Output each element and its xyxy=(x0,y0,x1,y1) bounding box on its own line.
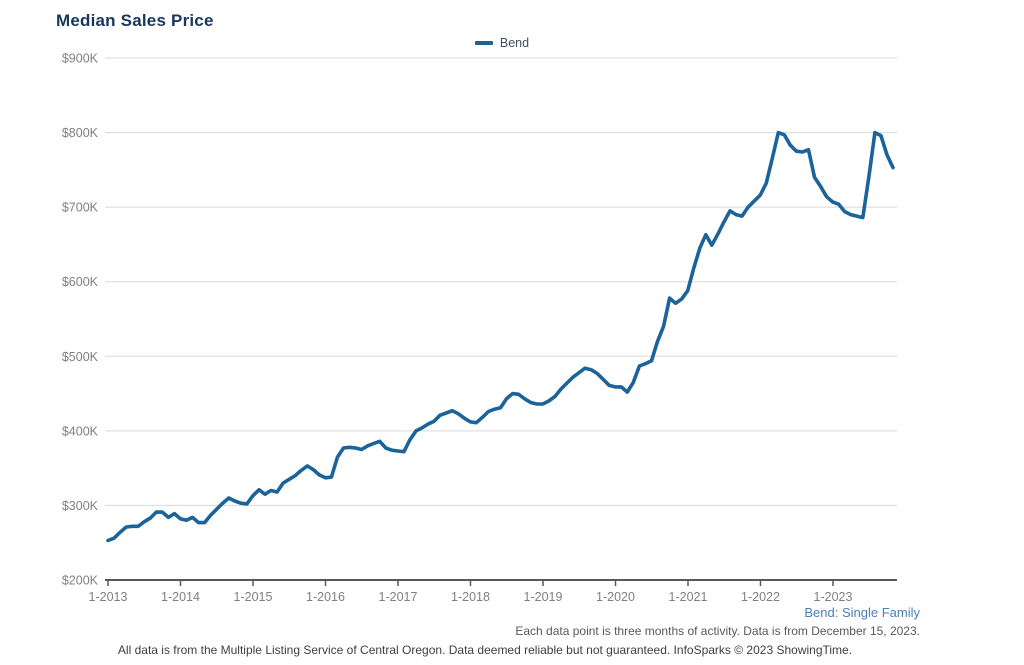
x-axis-label: 1-2021 xyxy=(669,590,708,604)
x-axis-label: 1-2020 xyxy=(596,590,635,604)
y-axis-label: $200K xyxy=(62,574,99,588)
x-axis-label: 1-2023 xyxy=(814,590,853,604)
legend-swatch-bend xyxy=(474,41,493,45)
legend: Bend xyxy=(0,36,1004,50)
y-axis-label: $700K xyxy=(62,201,99,215)
y-axis-label: $400K xyxy=(62,424,99,438)
footnote-data-period: Each data point is three months of activ… xyxy=(515,624,920,638)
y-axis-label: $500K xyxy=(62,350,99,364)
x-axis-label: 1-2014 xyxy=(161,590,200,604)
y-axis-label: $900K xyxy=(62,52,99,66)
footnote-series-type: Bend: Single Family xyxy=(804,605,920,620)
y-axis-label: $800K xyxy=(62,126,99,140)
y-axis-label: $600K xyxy=(62,275,99,289)
x-axis-label: 1-2015 xyxy=(234,590,273,604)
x-axis-label: 1-2022 xyxy=(741,590,780,604)
bend-series-line xyxy=(106,130,895,543)
y-axis-label: $300K xyxy=(62,499,99,513)
x-axis-label: 1-2018 xyxy=(451,590,490,604)
legend-label-bend: Bend xyxy=(499,36,530,50)
footnote-source: All data is from the Multiple Listing Se… xyxy=(117,643,853,657)
x-axis-label: 1-2019 xyxy=(524,590,563,604)
chart-title: Median Sales Price xyxy=(56,11,214,30)
price-chart: $900K $800K $700K $600K $500K $400K $300K $200K… xyxy=(62,52,897,604)
x-axis-label: 1-2016 xyxy=(306,590,345,604)
x-axis-label: 1-2017 xyxy=(379,590,418,604)
x-axis-label: 1-2013 xyxy=(89,590,128,604)
